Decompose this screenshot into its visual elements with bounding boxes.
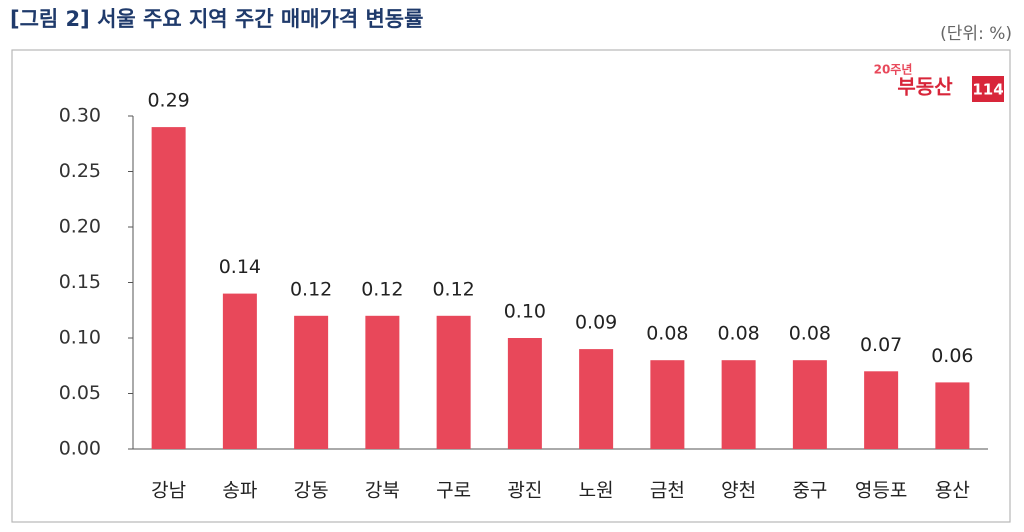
y-tick-label: 0.25	[59, 160, 101, 182]
value-label: 0.12	[290, 278, 332, 300]
x-tick-label: 강북	[365, 480, 400, 502]
y-tick-label: 0.20	[59, 216, 101, 238]
x-tick-label: 금천	[650, 480, 685, 502]
y-tick-label: 0.05	[59, 382, 101, 404]
logo-name: 부동산	[897, 75, 953, 99]
value-label: 0.08	[717, 323, 759, 345]
bar	[151, 127, 186, 449]
bar	[721, 360, 756, 449]
bar	[864, 371, 899, 449]
logo-badge: 20주년	[874, 63, 913, 77]
x-tick-label: 강동	[294, 480, 329, 502]
bar	[294, 315, 329, 449]
logo-box	[972, 76, 1004, 102]
unit-note: (단위: %)	[940, 24, 1012, 44]
chart-frame	[11, 49, 1011, 523]
x-tick-label: 광진	[507, 480, 542, 502]
x-tick-label: 구로	[436, 480, 471, 502]
value-label: 0.06	[931, 345, 973, 367]
bar	[935, 382, 970, 449]
y-tick-label: 0.30	[59, 105, 101, 127]
bar	[436, 315, 471, 449]
x-tick-label: 양천	[721, 480, 756, 502]
value-label: 0.09	[575, 312, 617, 334]
x-tick-label: 영등포	[855, 480, 907, 502]
value-label: 0.08	[646, 323, 688, 345]
x-tick-label: 송파	[222, 480, 257, 502]
x-tick-label: 노원	[579, 480, 614, 502]
value-label: 0.12	[361, 278, 403, 300]
value-label: 0.14	[219, 256, 261, 278]
bar	[579, 349, 614, 449]
value-label: 0.29	[147, 90, 189, 112]
bar	[650, 360, 685, 449]
bar	[507, 338, 542, 449]
value-label: 0.07	[860, 334, 902, 356]
value-label: 0.12	[432, 278, 474, 300]
x-tick-label: 용산	[935, 480, 970, 502]
bar	[792, 360, 827, 449]
chart-title: [그림 2] 서울 주요 지역 주간 매매가격 변동률	[10, 7, 423, 31]
value-label: 0.08	[789, 323, 831, 345]
logo-number: 114	[972, 81, 1003, 99]
bar	[365, 315, 400, 449]
y-tick-label: 0.10	[59, 327, 101, 349]
x-tick-label: 강남	[151, 480, 186, 502]
x-tick-label: 중구	[792, 480, 827, 502]
bar	[222, 293, 257, 449]
y-tick-label: 0.00	[59, 438, 101, 460]
value-label: 0.10	[504, 301, 546, 323]
y-tick-label: 0.15	[59, 271, 101, 293]
